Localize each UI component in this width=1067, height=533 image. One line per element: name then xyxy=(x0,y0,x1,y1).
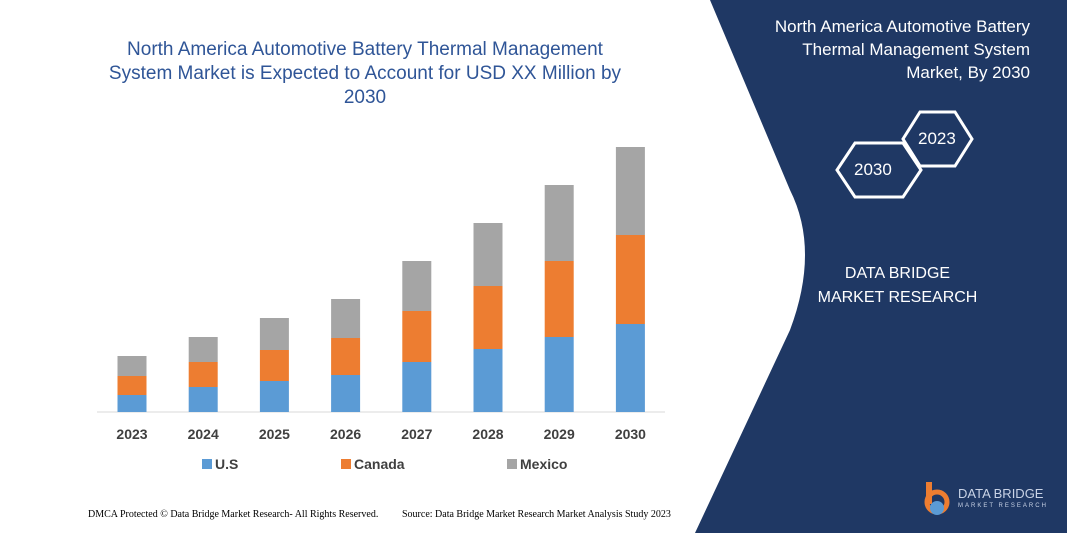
legend-swatch xyxy=(202,459,212,469)
bar-canada-2029 xyxy=(544,261,574,337)
x-tick-label: 2028 xyxy=(472,426,503,442)
logo-line1: DATA BRIDGE xyxy=(958,486,1044,501)
bar-mexico-2027 xyxy=(402,261,432,311)
bar-canada-2027 xyxy=(402,311,432,362)
bar-mexico-2025 xyxy=(259,318,289,350)
x-tick-label: 2025 xyxy=(259,426,290,442)
x-tick-label: 2030 xyxy=(615,426,646,442)
legend-label: U.S xyxy=(215,456,238,472)
legend-swatch xyxy=(341,459,351,469)
bar-mexico-2023 xyxy=(117,356,147,376)
bar-us-2024 xyxy=(188,387,218,412)
x-tick-label: 2024 xyxy=(188,426,219,442)
legend-label: Mexico xyxy=(520,456,567,472)
bar-us-2029 xyxy=(544,337,574,412)
x-tick-label: 2027 xyxy=(401,426,432,442)
dmca-text: DMCA Protected © Data Bridge Market Rese… xyxy=(88,509,379,520)
bar-us-2026 xyxy=(331,375,361,412)
x-tick-label: 2026 xyxy=(330,426,361,442)
bar-canada-2030 xyxy=(615,235,645,324)
legend-swatch xyxy=(507,459,517,469)
x-tick-label: 2029 xyxy=(544,426,575,442)
bar-canada-2026 xyxy=(331,338,361,375)
bar-mexico-2030 xyxy=(615,147,645,235)
side-title: North America Automotive Battery Thermal… xyxy=(774,17,1030,82)
bar-us-2030 xyxy=(615,324,645,412)
source-text: Source: Data Bridge Market Research Mark… xyxy=(402,509,671,520)
hex-label-2023: 2023 xyxy=(918,129,956,148)
bar-us-2027 xyxy=(402,362,432,412)
hex-2030 xyxy=(835,141,923,199)
bar-us-2023 xyxy=(117,395,147,412)
bar-canada-2024 xyxy=(188,362,218,387)
bar-us-2025 xyxy=(259,381,289,412)
hex-label-2030: 2030 xyxy=(854,160,892,179)
bar-canada-2025 xyxy=(259,350,289,381)
logo-icon xyxy=(924,482,950,515)
bar-canada-2028 xyxy=(473,286,503,349)
company-name: DATA BRIDGE MARKET RESEARCH xyxy=(817,265,978,306)
bar-mexico-2029 xyxy=(544,185,574,261)
legend-label: Canada xyxy=(354,456,405,472)
chart-title: North America Automotive Battery Thermal… xyxy=(108,39,622,108)
bar-mexico-2028 xyxy=(473,223,503,286)
x-tick-label: 2023 xyxy=(116,426,147,442)
bar-mexico-2024 xyxy=(188,337,218,362)
bar-mexico-2026 xyxy=(331,299,361,338)
stacked-bar-chart: 2023 2024 2025 2026 2027 2028 2029 2030 U.S Canad… xyxy=(97,147,665,472)
hex-2023 xyxy=(901,110,974,168)
bar-canada-2023 xyxy=(117,376,147,395)
bar-us-2028 xyxy=(473,349,503,412)
logo-line2: MARKET RESEARCH xyxy=(958,503,1048,509)
